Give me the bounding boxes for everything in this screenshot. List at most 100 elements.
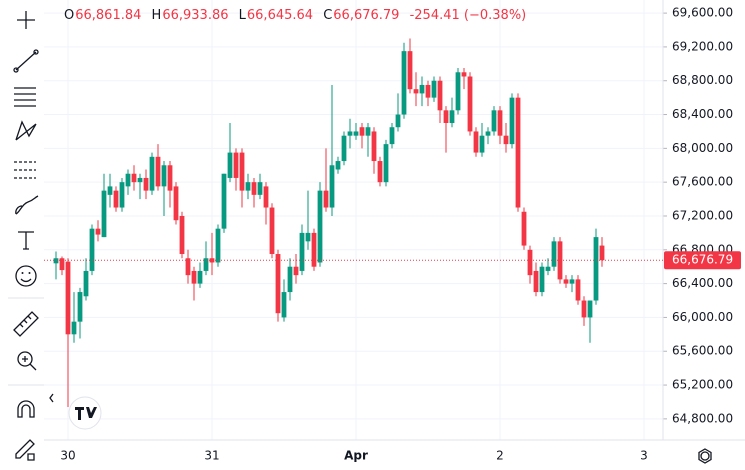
candle (461, 68, 467, 90)
candle-body (359, 127, 365, 136)
candle (299, 224, 305, 276)
candle-body (227, 152, 233, 178)
emoji-tool[interactable] (15, 265, 37, 287)
candle-body (125, 173, 131, 187)
candle (455, 68, 461, 115)
candle-body (539, 266, 545, 293)
candle-body (503, 135, 509, 145)
candle-body (143, 177, 149, 191)
candle (401, 42, 407, 119)
candle (491, 106, 497, 136)
candle (305, 190, 311, 250)
candle (83, 258, 89, 301)
candle-body (137, 177, 143, 183)
candle (287, 258, 293, 301)
candle (575, 275, 581, 305)
zoom-tool[interactable] (17, 351, 33, 367)
collapse-toolbar[interactable] (49, 393, 54, 403)
fib-tool[interactable] (14, 87, 36, 107)
logo[interactable] (68, 396, 102, 430)
candle-body (437, 80, 443, 111)
candle-body (575, 279, 581, 301)
high-value: 66,933.86 (162, 8, 229, 23)
candle-body (239, 152, 245, 191)
candle-body (593, 237, 599, 301)
candle (77, 287, 83, 339)
candle (521, 207, 527, 250)
candle-body (131, 173, 137, 183)
brush-tool[interactable] (15, 195, 39, 215)
pattern-tool[interactable] (15, 120, 37, 141)
candle (431, 76, 437, 102)
drawing-lock-tool[interactable] (15, 439, 35, 461)
candle-body (515, 97, 521, 208)
candle-body (77, 292, 83, 322)
candle (467, 72, 473, 136)
candle (59, 256, 65, 276)
candle (347, 118, 353, 149)
x-tick-label: 3 (640, 449, 648, 463)
candle (389, 122, 395, 149)
candle (203, 241, 209, 276)
text-tool[interactable] (18, 231, 34, 250)
candle (275, 249, 281, 322)
candle (443, 106, 449, 153)
candle-body (299, 232, 305, 271)
y-tick-label: 69,600.00 (672, 6, 733, 20)
candle (311, 228, 317, 271)
candle (131, 165, 137, 191)
candle (479, 122, 485, 157)
candle-body (587, 300, 593, 318)
candle-body (431, 80, 437, 98)
candle-body (197, 270, 203, 284)
candle (371, 127, 377, 174)
candle (53, 251, 59, 280)
candle-body (65, 261, 71, 335)
y-tick-label: 67,200.00 (672, 208, 733, 222)
candle (113, 186, 119, 212)
candle (227, 122, 233, 183)
candle (137, 173, 143, 200)
candle-body (527, 249, 533, 276)
candle (425, 80, 431, 107)
candle (239, 148, 245, 208)
candle (89, 224, 95, 276)
candle-body (365, 127, 371, 136)
magnet-tool[interactable] (17, 400, 35, 418)
candle-body (341, 135, 347, 162)
crosshair-tool[interactable] (17, 11, 35, 29)
candle (515, 93, 521, 212)
candle (485, 127, 491, 145)
candle-body (251, 182, 257, 195)
candle-body (383, 144, 389, 183)
candle-body (467, 76, 473, 132)
candle-body (269, 207, 275, 255)
candle (317, 182, 323, 267)
last-price-label: 66,676.79 (672, 253, 733, 267)
candle (251, 177, 257, 208)
candle-body (521, 211, 527, 246)
y-tick-label: 64,800.00 (672, 411, 733, 425)
candle-body (173, 186, 179, 221)
candle (539, 262, 545, 297)
prediction-tool[interactable] (14, 161, 36, 179)
last-price-box (664, 251, 741, 270)
candle-body (191, 270, 197, 284)
candle (119, 177, 125, 212)
x-tick-label: 2 (496, 449, 504, 463)
candle-body (317, 190, 323, 263)
candle-body (155, 156, 161, 187)
settings-button[interactable] (698, 448, 712, 464)
candle-body (89, 228, 95, 271)
y-tick-label: 68,000.00 (672, 141, 733, 155)
close-label: C (323, 8, 333, 23)
ruler-tool[interactable] (13, 311, 39, 337)
trendline-tool[interactable] (15, 51, 37, 71)
candle-body (311, 232, 317, 267)
toolbar[interactable] (8, 11, 54, 461)
candle-body (347, 131, 353, 136)
candle-body (263, 186, 269, 208)
candle (197, 262, 203, 288)
